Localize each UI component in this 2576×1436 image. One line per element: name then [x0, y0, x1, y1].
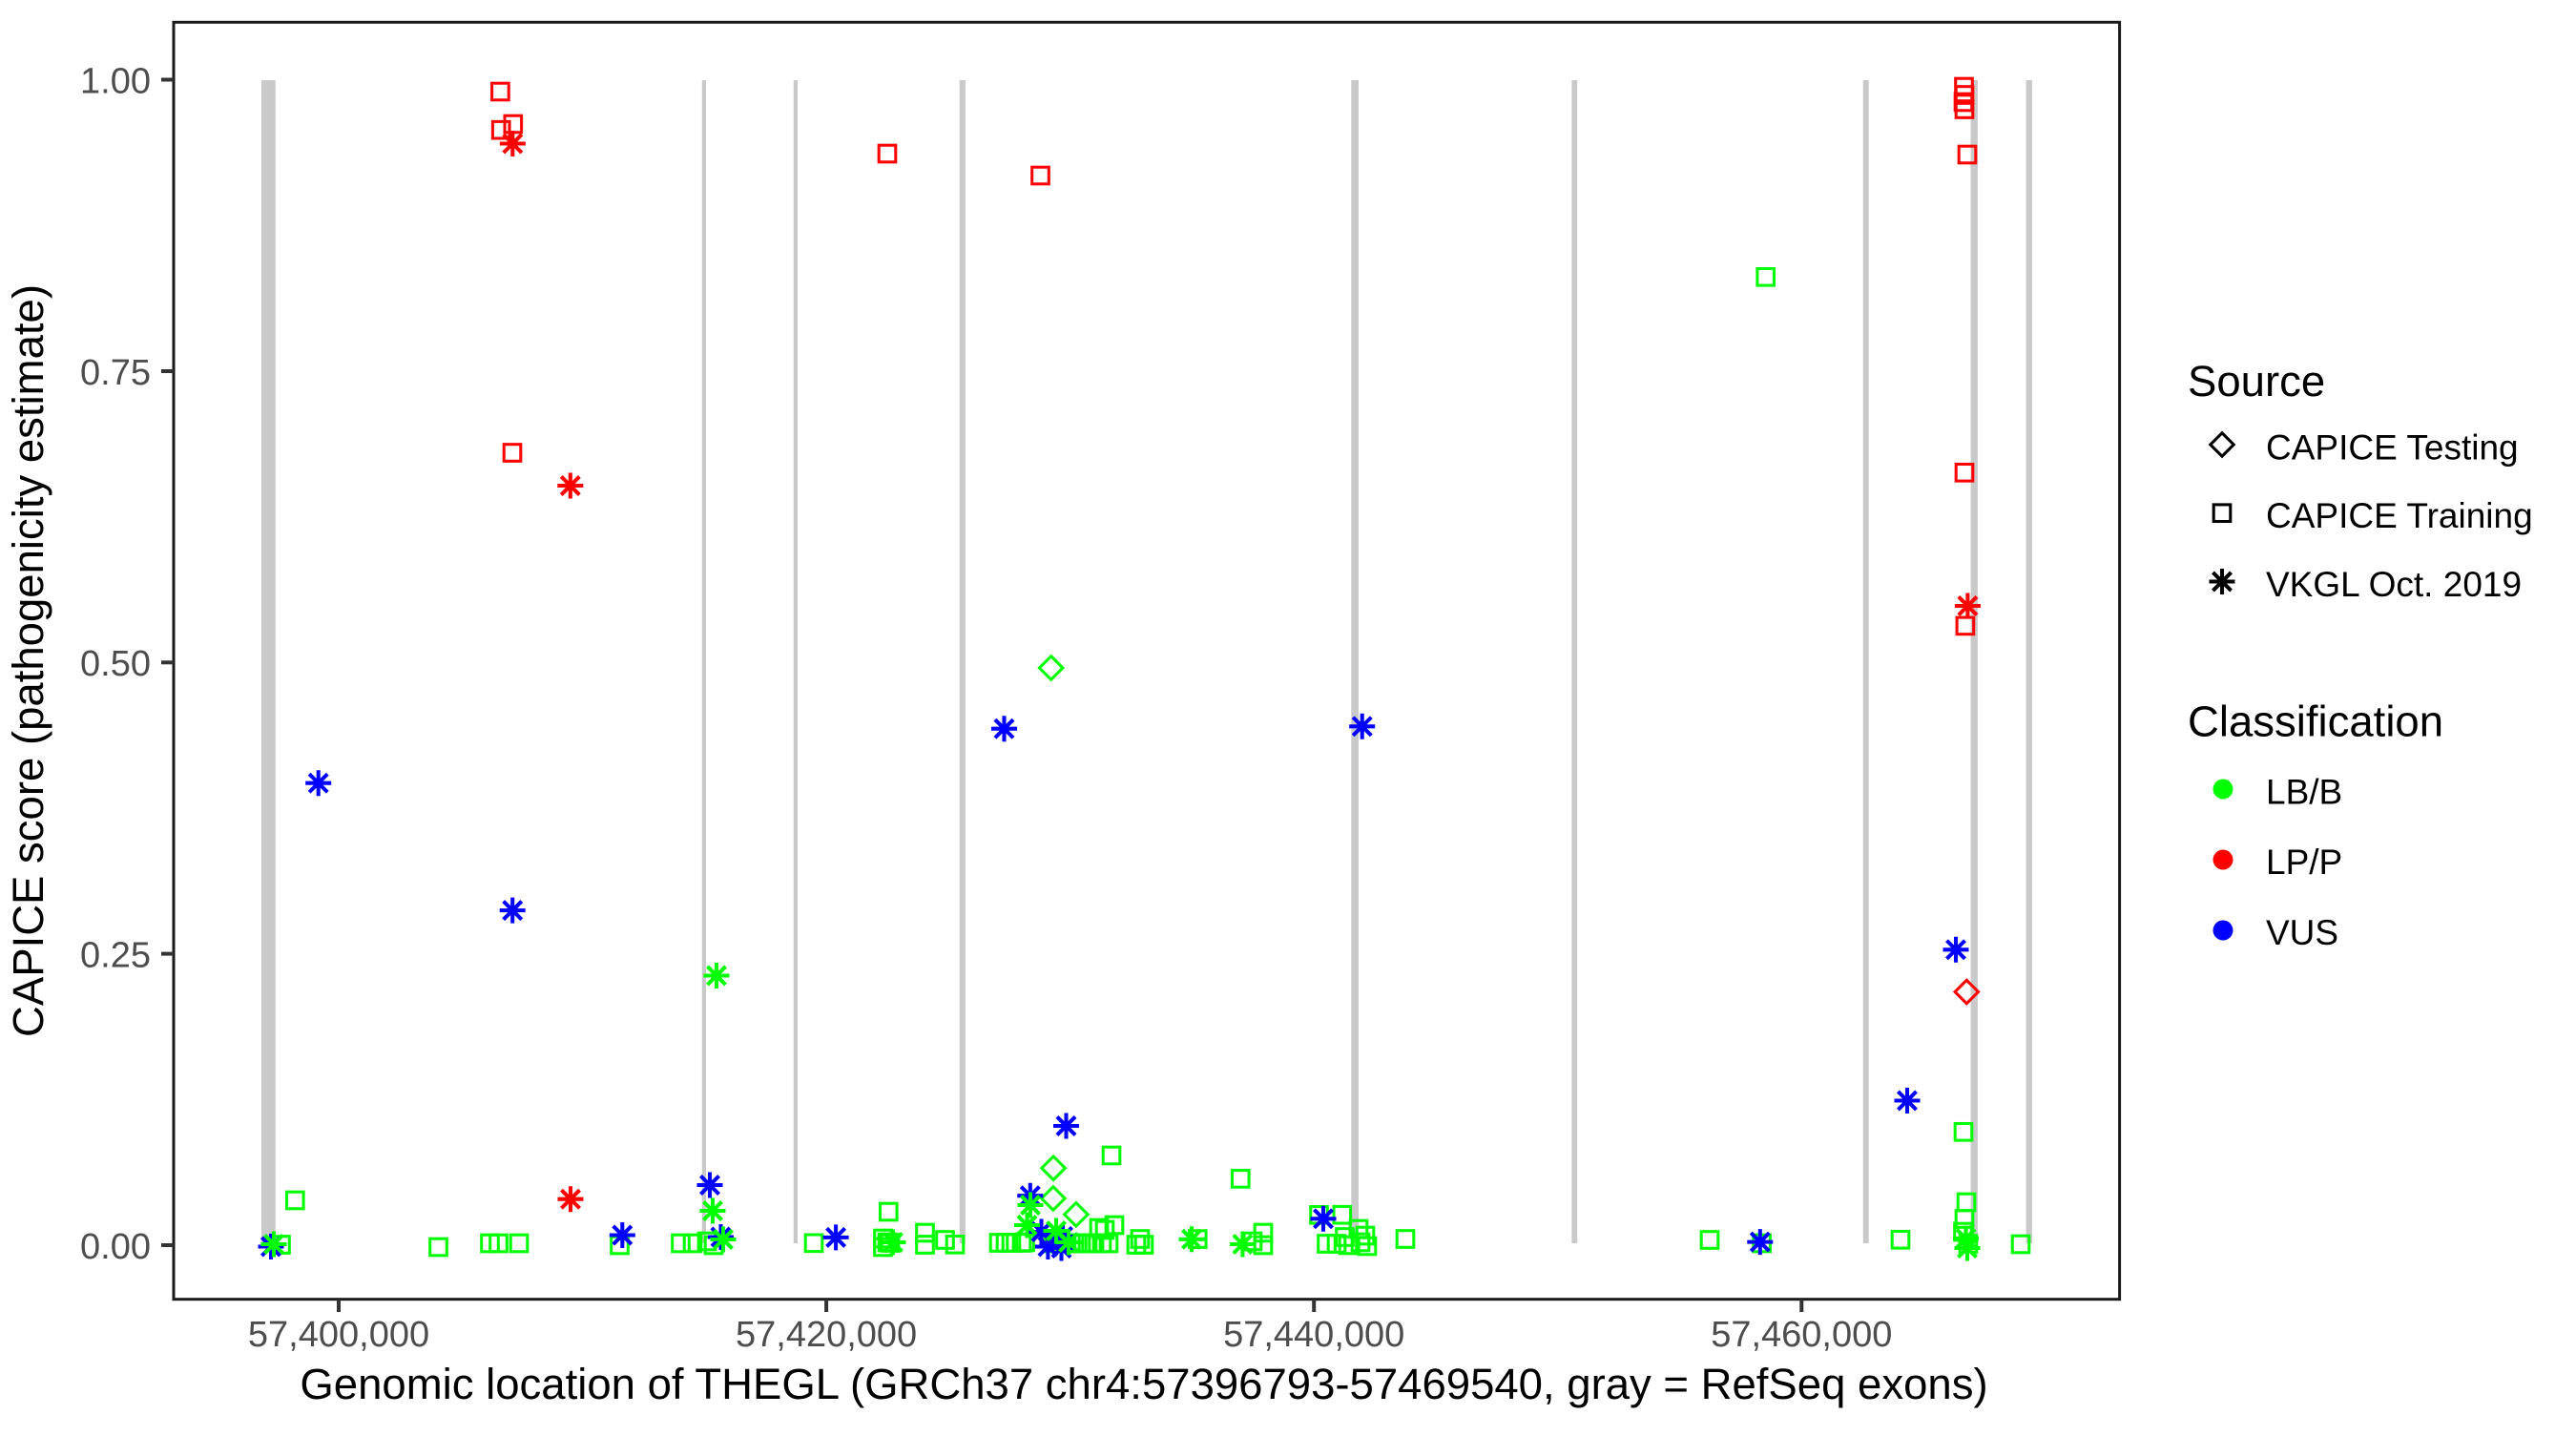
svg-text:LP/P: LP/P — [2266, 843, 2342, 882]
svg-text:0.75: 0.75 — [80, 353, 151, 393]
svg-text:VKGL Oct. 2019: VKGL Oct. 2019 — [2266, 565, 2522, 604]
svg-text:0.25: 0.25 — [80, 935, 151, 975]
svg-text:CAPICE Training: CAPICE Training — [2266, 496, 2533, 535]
svg-text:Classification: Classification — [2188, 697, 2443, 746]
svg-text:57,460,000: 57,460,000 — [1711, 1315, 1892, 1355]
svg-text:LB/B: LB/B — [2266, 773, 2342, 812]
svg-text:Source: Source — [2188, 357, 2325, 406]
svg-text:57,420,000: 57,420,000 — [736, 1315, 917, 1355]
svg-text:CAPICE score (pathogenicity es: CAPICE score (pathogenicity estimate) — [4, 284, 52, 1037]
svg-text:1.00: 1.00 — [80, 61, 151, 101]
svg-text:57,400,000: 57,400,000 — [248, 1315, 429, 1355]
svg-text:0.00: 0.00 — [80, 1227, 151, 1267]
svg-text:CAPICE Testing: CAPICE Testing — [2266, 428, 2519, 468]
svg-text:Genomic location of THEGL (GRC: Genomic location of THEGL (GRCh37 chr4:5… — [300, 1360, 1987, 1408]
svg-text:VUS: VUS — [2266, 913, 2338, 952]
svg-text:57,440,000: 57,440,000 — [1223, 1315, 1404, 1355]
svg-text:0.50: 0.50 — [80, 644, 151, 684]
